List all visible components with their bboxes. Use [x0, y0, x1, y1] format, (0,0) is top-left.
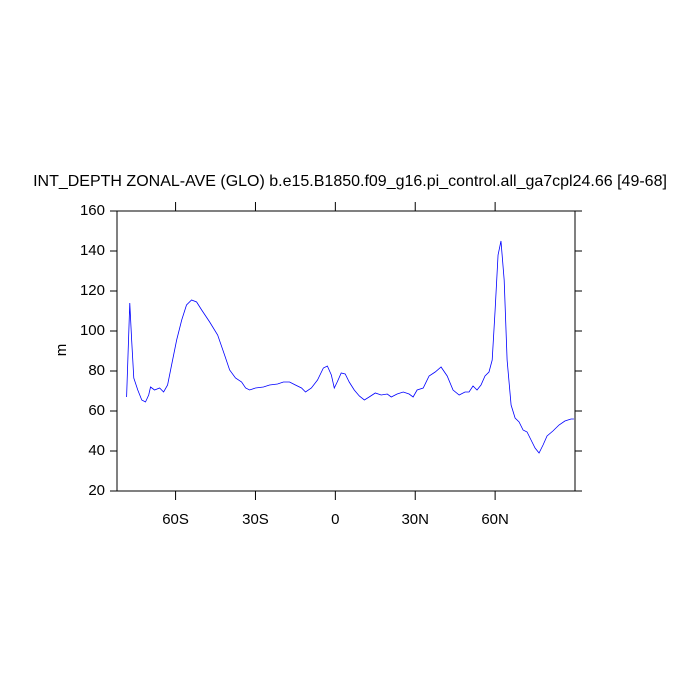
y-tick-label: 40: [88, 442, 105, 459]
y-tick-label: 80: [88, 362, 105, 379]
y-axis-label: m: [53, 344, 70, 357]
y-tick-label: 60: [88, 402, 105, 419]
y-tick-label: 120: [80, 282, 105, 299]
y-tick-label: 100: [80, 322, 105, 339]
y-tick-label: 160: [80, 202, 105, 219]
plot-frame: [116, 210, 576, 492]
x-tick-label: 30S: [242, 511, 269, 528]
x-tick-label: 60S: [162, 511, 189, 528]
x-tick-label: 0: [331, 511, 339, 528]
data-line: [126, 240, 574, 454]
chart-title: INT_DEPTH ZONAL-AVE (GLO) b.e15.B1850.f0…: [33, 173, 667, 190]
x-tick-label: 30N: [401, 511, 429, 528]
x-tick-label: 60N: [481, 511, 509, 528]
y-tick-label: 140: [80, 242, 105, 259]
y-tick-label: 20: [88, 482, 105, 499]
